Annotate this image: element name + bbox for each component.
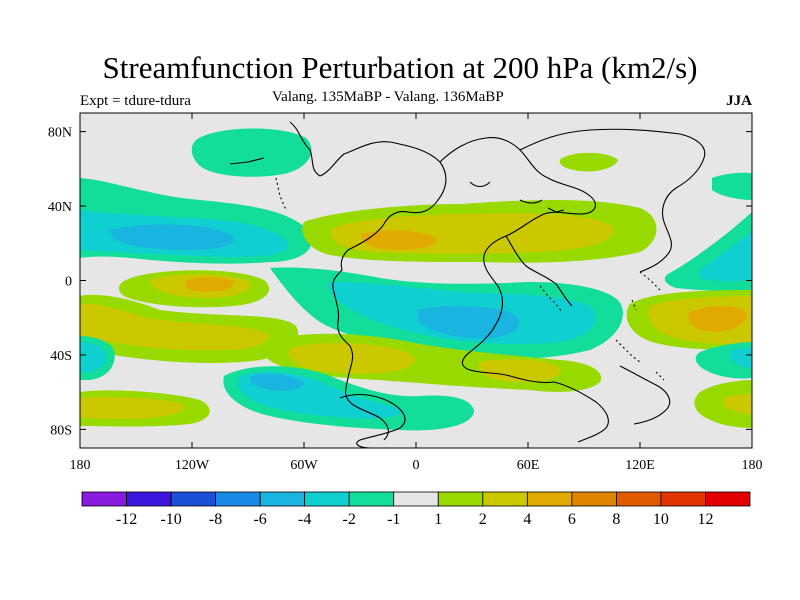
contour-neg1-north-pacific-east xyxy=(712,172,752,200)
colorbar-label: 8 xyxy=(612,511,620,528)
lat-tick-label: 0 xyxy=(65,275,72,290)
lon-tick-label: 120W xyxy=(175,458,210,473)
coastline-antarctica xyxy=(339,365,671,448)
lon-tick-label: 60E xyxy=(517,458,540,473)
colorbar-label: 2 xyxy=(479,511,487,528)
colorbar-swatch xyxy=(526,491,573,507)
season-label: JJA xyxy=(726,93,752,109)
longitude-axis: 180 120W 60W 0 60E 120E 180 xyxy=(70,113,763,473)
contour-neg4-southern-ocean xyxy=(249,374,304,391)
colorbar-label: 1 xyxy=(434,511,442,528)
colorbar-label: -2 xyxy=(343,511,356,528)
lon-tick-label: 0 xyxy=(413,458,420,473)
colorbar-swatch xyxy=(571,491,617,507)
colorbar-label: -8 xyxy=(209,511,222,528)
colorbar-label: -10 xyxy=(160,511,181,528)
lat-tick-label: 40N xyxy=(48,200,72,215)
map-area xyxy=(80,113,752,448)
contour-pos1-north-ural xyxy=(559,152,618,172)
lon-tick-label: 180 xyxy=(742,458,763,473)
lon-tick-label: 120E xyxy=(625,458,655,473)
lat-tick-label: 80S xyxy=(50,423,72,438)
colorbar-swatch xyxy=(437,491,484,507)
contour-pos2-south-polar-west xyxy=(80,397,185,419)
colorbar-label: -12 xyxy=(116,511,137,528)
period-label: Valang. 135MaBP - Valang. 136MaBP xyxy=(272,89,504,105)
colorbar-swatch xyxy=(304,491,350,507)
contour-pos2-south-atlantic xyxy=(288,342,415,374)
contour-neg1-north-arctic xyxy=(191,128,312,177)
colorbar-label: 4 xyxy=(523,511,531,528)
lat-tick-label: 40S xyxy=(50,349,72,364)
colorbar: -12 -10 -8 -6 -4 -2 -1 1 2 4 6 8 10 12 xyxy=(81,491,751,528)
contour-neg2-southwest-pacific xyxy=(80,342,107,372)
contour-pos2-south-indian xyxy=(479,359,561,382)
colorbar-label: -4 xyxy=(298,511,311,528)
colorbar-swatch xyxy=(81,491,127,507)
colorbar-swatch xyxy=(705,491,751,507)
colorbar-label: -1 xyxy=(387,511,400,528)
coastline-north-america xyxy=(289,121,447,441)
latitude-axis: 80N 40N 0 40S 80S xyxy=(48,126,752,438)
anomaly-fields xyxy=(80,128,752,431)
lon-tick-label: 60W xyxy=(290,458,318,473)
colorbar-swatch xyxy=(482,491,528,507)
contour-neg2-south-pacific-east xyxy=(730,348,752,368)
colorbar-swatch xyxy=(348,491,395,507)
coastline-indian-subcontinent xyxy=(505,235,573,307)
colorbar-label: 10 xyxy=(653,511,669,528)
colorbar-label: -6 xyxy=(253,511,266,528)
colorbar-swatch xyxy=(215,491,261,507)
contour-pos2-south-polar-east xyxy=(724,394,752,414)
coastlines xyxy=(229,121,706,448)
coastline-asia xyxy=(519,128,706,273)
colorbar-label: 6 xyxy=(568,511,576,528)
experiment-label: Expt = tdure-tdura xyxy=(80,93,191,109)
colorbar-swatch xyxy=(616,491,662,507)
colorbar-swatch xyxy=(259,491,306,507)
contour-pos2-south-pacific xyxy=(80,303,269,351)
contour-pos4-south-indian-pacific xyxy=(688,306,747,332)
colorbar-swatch xyxy=(393,491,439,507)
contour-neg2-east-pacific xyxy=(700,232,752,282)
coastline-pacific-islands xyxy=(275,177,665,381)
plot-title: Streamfunction Perturbation at 200 hPa (… xyxy=(102,50,698,85)
coastline-arctic-islands xyxy=(229,157,565,213)
lon-tick-label: 180 xyxy=(70,458,91,473)
colorbar-swatch xyxy=(170,491,216,507)
colorbar-swatch xyxy=(660,491,706,507)
contour-pos4-north-africa xyxy=(361,230,437,250)
contour-neg4-north-pacific xyxy=(110,224,235,250)
contour-pos1-south-polar-east xyxy=(694,380,752,428)
colorbar-label: 12 xyxy=(697,511,713,528)
lat-tick-label: 80N xyxy=(48,126,72,141)
colorbar-swatch xyxy=(126,491,172,507)
contour-neg4-south-atlantic-indian xyxy=(418,305,520,339)
contour-pos4-tropical-pacific xyxy=(184,277,234,292)
